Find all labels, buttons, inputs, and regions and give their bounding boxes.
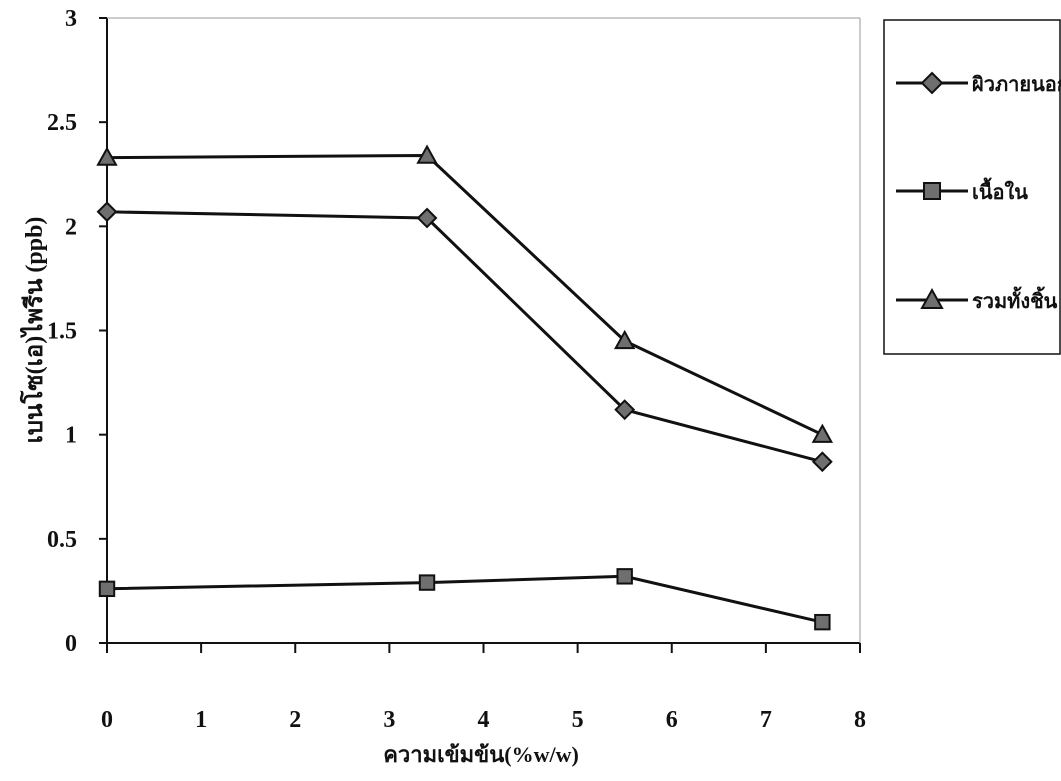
legend-marker-1 bbox=[920, 71, 944, 95]
series-3-point-4 bbox=[811, 423, 834, 443]
y-tick-label: 2 bbox=[65, 214, 77, 240]
legend-marker-2 bbox=[923, 182, 941, 200]
series-group bbox=[96, 144, 834, 631]
x-tick-label: 5 bbox=[572, 707, 584, 733]
series-2-point-4 bbox=[814, 613, 831, 631]
series-line-3 bbox=[106, 153, 824, 437]
x-tick-label: 4 bbox=[478, 707, 490, 733]
series-1-point-3 bbox=[614, 399, 636, 421]
series-3-point-3 bbox=[613, 329, 636, 350]
x-tick-label: 3 bbox=[383, 707, 395, 733]
series-1-point-4 bbox=[811, 451, 833, 473]
series-2-point-1 bbox=[98, 580, 116, 598]
y-tick-label: 0.5 bbox=[47, 527, 77, 553]
legend-label-3: รวมทั้งชิ้น bbox=[972, 286, 1058, 313]
legend-label-1: ผิวภายนอก bbox=[972, 74, 1061, 96]
series-2-point-2 bbox=[418, 574, 436, 591]
y-tick-label: 1 bbox=[65, 423, 77, 449]
y-tick-label: 2.5 bbox=[47, 110, 77, 136]
legend-label-2: เนื้อใน bbox=[972, 177, 1028, 204]
x-tick-label: 7 bbox=[760, 707, 772, 733]
series-line-1 bbox=[106, 210, 823, 464]
x-tick-label: 2 bbox=[289, 707, 301, 733]
y-tick-label: 1.5 bbox=[47, 319, 77, 345]
x-tick-label: 0 bbox=[101, 707, 113, 733]
series-1-point-1 bbox=[96, 201, 118, 223]
x-ticks: 0 1 2 3 4 5 6 7 8 bbox=[101, 643, 866, 733]
y-ticks: 0 0.5 1 1.5 2 2.5 3 bbox=[47, 6, 107, 657]
x-tick-label: 1 bbox=[195, 707, 207, 733]
series-3-point-1 bbox=[96, 146, 118, 166]
y-tick-label: 3 bbox=[65, 6, 77, 32]
y-axis-label: เบนโซ(เอ)ไพรีน (ppb) bbox=[19, 217, 48, 444]
legend-box bbox=[883, 19, 1061, 355]
y-tick-label: 0 bbox=[65, 631, 77, 657]
x-tick-label: 6 bbox=[666, 707, 678, 733]
legend-marker-3 bbox=[920, 287, 944, 309]
series-1-point-2 bbox=[416, 207, 438, 229]
axes bbox=[106, 17, 861, 644]
x-tick-label: 8 bbox=[854, 707, 866, 733]
series-2-point-3 bbox=[616, 568, 633, 585]
series-line-2 bbox=[106, 574, 823, 624]
series-3-point-2 bbox=[416, 144, 438, 164]
x-axis-label: ความเข้มข้น(%w/w) bbox=[383, 742, 579, 767]
